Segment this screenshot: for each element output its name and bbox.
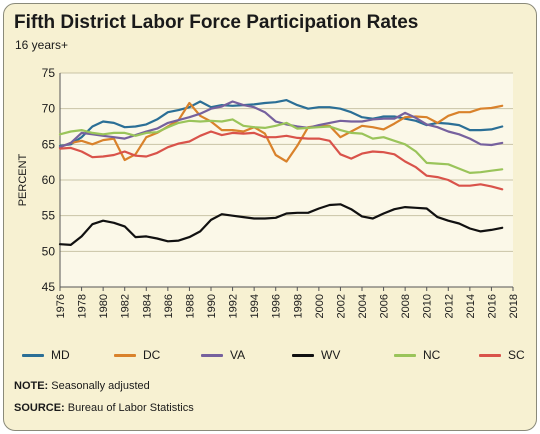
x-tick-label: 1988 — [184, 294, 196, 318]
x-tick-label: 1980 — [98, 294, 110, 318]
x-tick-label: 1982 — [120, 294, 132, 318]
chart-subtitle: 16 years+ — [15, 38, 69, 52]
x-tick-label: 2006 — [379, 294, 391, 318]
y-tick-label: 55 — [42, 209, 56, 223]
y-axis-label: PERCENT — [17, 153, 29, 206]
source-label: SOURCE: — [14, 402, 65, 414]
x-tick-label: 2016 — [486, 294, 498, 318]
x-tick-label: 2010 — [422, 294, 434, 318]
x-tick-label: 2000 — [314, 294, 326, 318]
x-tick-label: 2014 — [465, 294, 477, 318]
y-tick-label: 65 — [42, 137, 56, 151]
x-tick-label: 1976 — [55, 294, 67, 318]
series-line-wv — [58, 203, 504, 246]
y-tick-label: 70 — [42, 102, 56, 116]
note-label: NOTE: — [14, 380, 49, 392]
note-text: Seasonally adjusted — [51, 380, 150, 392]
x-tick-label: 1998 — [292, 294, 304, 318]
x-tick-label: 1996 — [271, 294, 283, 318]
chart-note: NOTE: Seasonally adjusted — [14, 380, 150, 392]
x-tick-label: 1994 — [249, 294, 261, 318]
series-line-nc — [58, 118, 504, 174]
y-tick-label: 75 — [42, 66, 56, 80]
x-tick-label: 2004 — [357, 294, 369, 318]
x-tick-label: 1992 — [228, 294, 240, 318]
x-tick-label: 2008 — [400, 294, 412, 318]
chart-card: Fifth District Labor Force Participation… — [3, 3, 537, 431]
x-tick-label: 1984 — [141, 294, 153, 318]
x-tick-label: 1990 — [206, 294, 218, 318]
chart-title: Fifth District Labor Force Participation… — [14, 12, 419, 33]
x-tick-label: 2002 — [335, 294, 347, 318]
x-tick-label: 2018 — [508, 294, 520, 318]
source-text: Bureau of Labor Statistics — [67, 402, 194, 414]
y-tick-label: 45 — [42, 280, 56, 294]
x-tick-label: 1978 — [77, 294, 89, 318]
y-tick-label: 60 — [42, 173, 56, 187]
x-tick-label: 2012 — [443, 294, 455, 318]
series-line-sc — [58, 130, 504, 191]
chart-source: SOURCE: Bureau of Labor Statistics — [14, 402, 194, 414]
y-tick-label: 50 — [42, 244, 56, 258]
x-tick-label: 1986 — [163, 294, 175, 318]
line-chart: 45 50 55 60 65 70 75 1976 1978 1980 1982 1984 1986 19… — [17, 66, 520, 318]
